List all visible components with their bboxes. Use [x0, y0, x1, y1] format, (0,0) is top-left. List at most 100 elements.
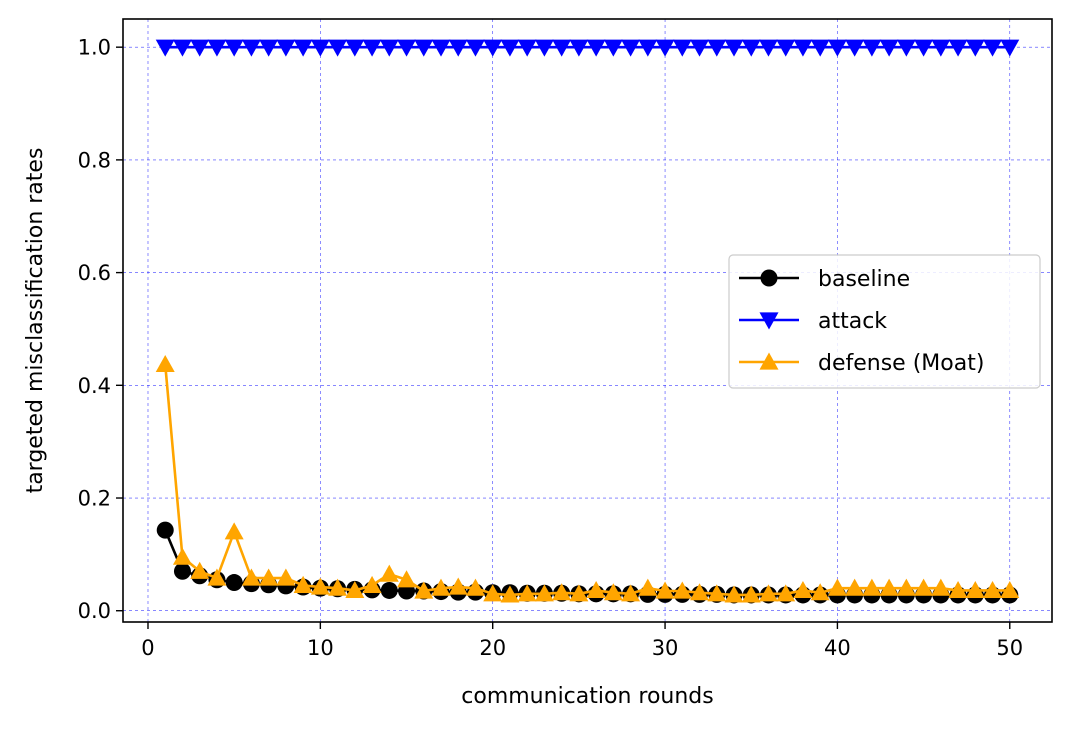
data-point [672, 581, 692, 599]
data-point [276, 568, 296, 586]
data-point [1000, 39, 1020, 57]
data-point [241, 568, 261, 586]
legend-label: defense (Moat) [818, 351, 984, 376]
data-point [603, 39, 623, 57]
data-point [586, 580, 606, 599]
data-point [707, 584, 727, 602]
data-point [379, 564, 399, 582]
data-point [655, 39, 675, 57]
data-point [259, 39, 279, 57]
series-2 [155, 354, 1020, 603]
data-point [362, 575, 382, 593]
data-point [1000, 580, 1020, 599]
data-point [172, 39, 192, 57]
data-point [655, 581, 675, 599]
data-point [293, 575, 313, 593]
data-point [724, 39, 744, 57]
data-point [173, 562, 191, 580]
data-point [190, 561, 210, 579]
data-point [896, 39, 916, 57]
data-point [793, 39, 813, 57]
legend-item: attack [739, 309, 887, 334]
data-point [517, 39, 537, 57]
data-point [879, 578, 899, 596]
data-point [896, 578, 916, 596]
data-point [345, 39, 365, 57]
data-point [983, 580, 1003, 599]
data-point [879, 39, 899, 57]
data-point [259, 568, 279, 586]
data-point [948, 39, 968, 57]
legend-swatch-marker [759, 352, 779, 370]
series-1 [155, 39, 1020, 57]
data-point [224, 39, 244, 57]
data-point [931, 39, 951, 57]
data-point [534, 39, 554, 57]
data-point [517, 584, 537, 602]
data-point [845, 39, 865, 57]
data-point [569, 584, 589, 602]
legend-label: attack [818, 309, 887, 334]
axis-ticks: 0 10 20 30 40 50 0.0 0.2 0.4 0.6 0.8 1.0 [78, 36, 1024, 660]
legend: baseline attack defense (Moat) [728, 254, 1041, 389]
data-point [793, 580, 813, 599]
data-point [448, 577, 468, 595]
legend-box [728, 254, 1041, 389]
data-point [862, 39, 882, 57]
data-point [431, 578, 451, 596]
data-point [414, 581, 434, 599]
plot-series [155, 39, 1020, 604]
data-point [224, 522, 244, 540]
data-point [345, 580, 365, 599]
data-point [207, 568, 227, 586]
data-point [379, 39, 399, 57]
data-point [448, 39, 468, 57]
y-axis-label: targeted misclassification rates [23, 148, 48, 494]
data-point [810, 39, 830, 57]
data-point [190, 39, 210, 57]
data-point [414, 39, 434, 57]
data-point [741, 39, 761, 57]
data-point [707, 39, 727, 57]
data-point [310, 577, 330, 595]
data-point [948, 580, 968, 599]
data-point [914, 578, 934, 596]
legend-item: baseline [739, 267, 910, 292]
data-point [293, 39, 313, 57]
data-point [672, 39, 692, 57]
data-point [397, 39, 417, 57]
data-point [465, 39, 485, 57]
data-point [827, 578, 847, 596]
data-point [741, 585, 761, 603]
data-point [534, 584, 554, 602]
data-point [483, 584, 503, 602]
data-point [431, 39, 451, 57]
data-point [172, 547, 192, 565]
x-tick-label: 20 [479, 636, 506, 660]
data-point [483, 39, 503, 57]
y-tick-label: 0.6 [78, 261, 111, 285]
data-point [310, 39, 330, 57]
x-tick-label: 30 [652, 636, 679, 660]
data-point [328, 39, 348, 57]
data-point [965, 580, 985, 599]
data-point [776, 584, 796, 602]
data-point [276, 39, 296, 57]
data-point [638, 578, 658, 596]
data-point [638, 39, 658, 57]
data-point [328, 578, 348, 596]
data-point [155, 39, 175, 57]
data-point [827, 39, 847, 57]
data-point [621, 39, 641, 57]
data-point [776, 39, 796, 57]
data-point [724, 585, 744, 603]
data-point [155, 354, 175, 373]
data-point [862, 578, 882, 596]
data-point [569, 39, 589, 57]
y-tick-label: 0.2 [78, 487, 111, 511]
x-tick-label: 10 [307, 636, 334, 660]
y-tick-label: 0.8 [78, 148, 111, 172]
data-point [983, 39, 1003, 57]
y-tick-label: 1.0 [78, 36, 111, 60]
data-point [156, 521, 174, 539]
